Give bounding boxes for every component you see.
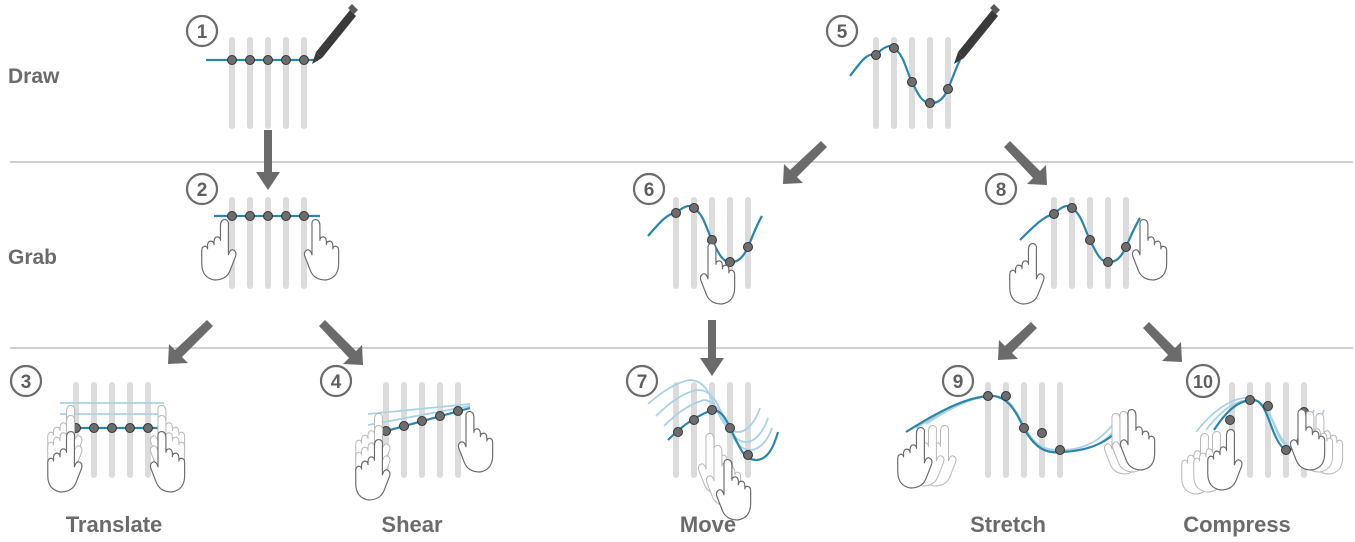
hand-icon — [457, 410, 494, 473]
panel-8 — [1009, 197, 1168, 305]
svg-text:5: 5 — [837, 22, 848, 43]
panel-5 — [849, 4, 1000, 129]
svg-text:6: 6 — [644, 180, 655, 201]
row-label-draw: Draw — [8, 65, 60, 88]
panel-2 — [201, 197, 340, 289]
svg-text:3: 3 — [21, 372, 32, 393]
panel-7 — [647, 379, 780, 521]
step-6: 6 — [632, 172, 666, 206]
caption-translate: Translate — [66, 512, 163, 537]
hand-icon — [1131, 218, 1168, 281]
panel-4 — [355, 382, 494, 501]
panel-1 — [206, 4, 358, 129]
caption-stretch: Stretch — [970, 512, 1046, 537]
step-10: 10 — [1185, 363, 1221, 399]
svg-text:7: 7 — [637, 372, 648, 393]
step-9: 9 — [941, 364, 975, 398]
svg-text:10: 10 — [1193, 372, 1213, 392]
svg-text:9: 9 — [953, 372, 964, 393]
panel-9 — [897, 382, 1156, 489]
svg-text:4: 4 — [331, 372, 342, 393]
step-3: 3 — [9, 364, 43, 398]
panel-6 — [647, 197, 763, 305]
svg-text:1: 1 — [197, 22, 208, 43]
step-2: 2 — [185, 172, 219, 206]
svg-text:2: 2 — [197, 180, 208, 201]
hand-icon — [303, 218, 340, 281]
svg-text:8: 8 — [996, 180, 1007, 201]
pen-icon — [312, 4, 358, 64]
step-1: 1 — [185, 14, 219, 48]
step-5: 5 — [825, 14, 859, 48]
step-7: 7 — [625, 364, 659, 398]
panel-3 — [47, 382, 186, 493]
pen-icon — [954, 4, 1000, 64]
caption-shear: Shear — [381, 512, 443, 537]
arrow-icon — [168, 130, 1182, 376]
step-8: 8 — [984, 172, 1018, 206]
caption-compress: Compress — [1183, 512, 1291, 537]
panel-10 — [1181, 382, 1344, 495]
step-4: 4 — [319, 364, 353, 398]
row-label-grab: Grab — [8, 246, 57, 269]
hand-icon — [1009, 242, 1045, 305]
